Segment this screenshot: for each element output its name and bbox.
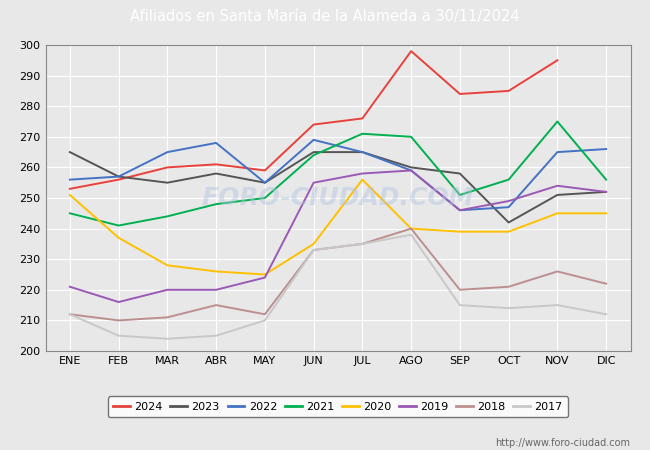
Legend: 2024, 2023, 2022, 2021, 2020, 2019, 2018, 2017: 2024, 2023, 2022, 2021, 2020, 2019, 2018… — [108, 396, 568, 418]
Text: FORO-CIUDAD.COM: FORO-CIUDAD.COM — [202, 186, 474, 210]
Text: Afiliados en Santa María de la Alameda a 30/11/2024: Afiliados en Santa María de la Alameda a… — [130, 9, 520, 24]
Text: http://www.foro-ciudad.com: http://www.foro-ciudad.com — [495, 438, 630, 448]
